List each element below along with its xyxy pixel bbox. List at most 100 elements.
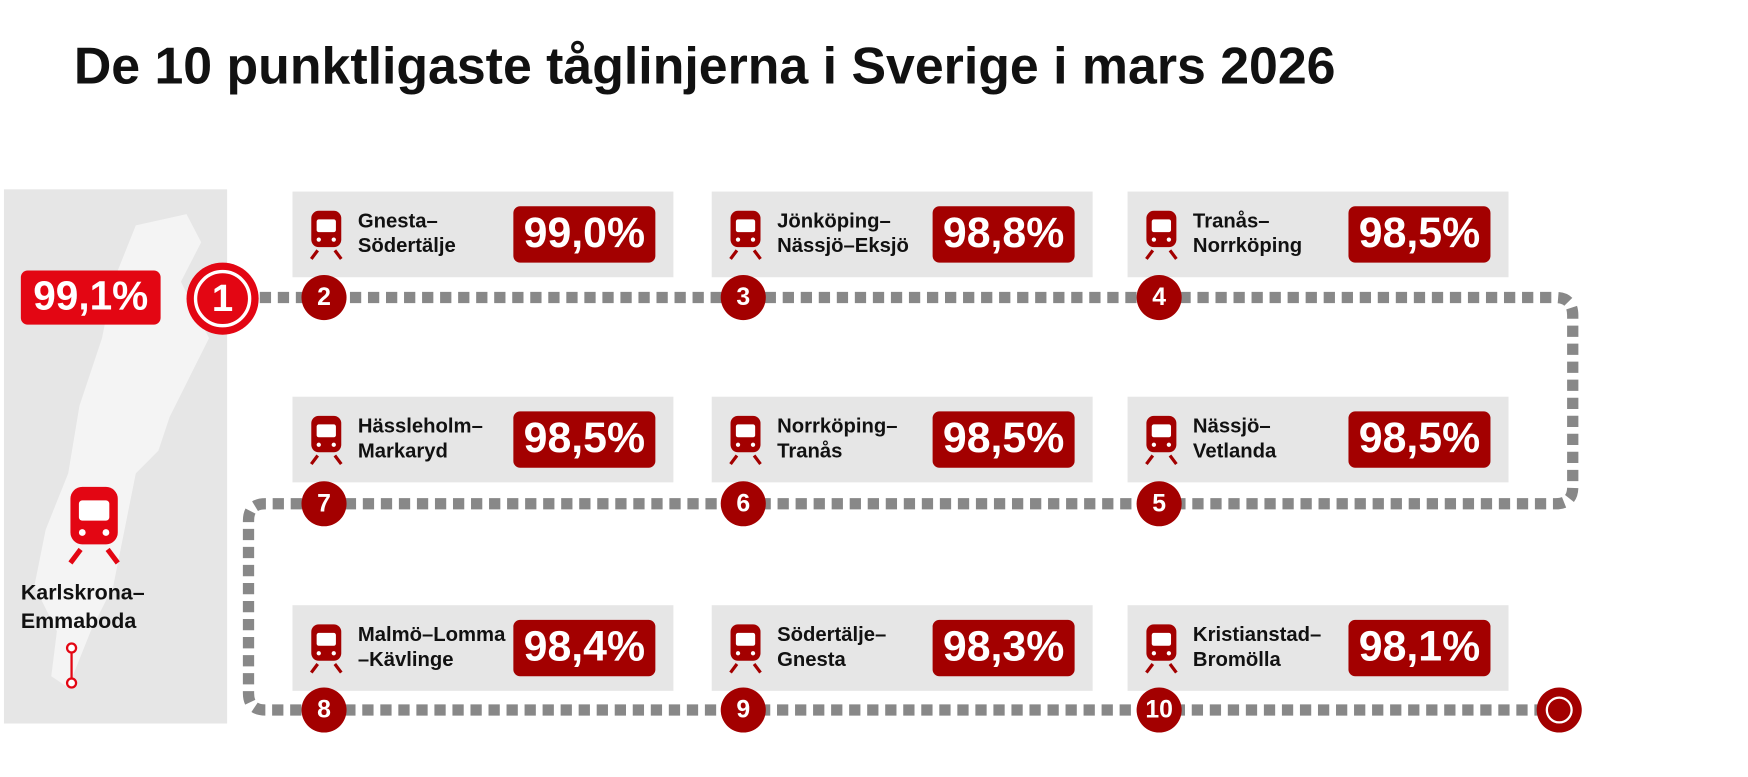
train-icon — [729, 624, 762, 674]
route: Markaryd — [358, 440, 448, 462]
station — [720, 687, 766, 733]
train-window — [316, 424, 336, 438]
route: Karlskrona– — [21, 581, 145, 605]
train-light — [102, 529, 110, 536]
rank: 9 — [736, 697, 750, 724]
station-ring — [193, 269, 252, 328]
value: 98,1% — [1359, 622, 1480, 670]
station — [720, 481, 766, 527]
train-light — [750, 442, 756, 447]
title: De 10 punktligaste tåglinjerna i Sverige… — [74, 37, 1336, 95]
value: 98,3% — [943, 622, 1064, 670]
train-rails — [68, 547, 120, 565]
train-icon — [310, 624, 343, 674]
train-light — [316, 442, 321, 447]
route: Gnesta — [777, 649, 846, 671]
route: Nässjö–Eksjö — [777, 235, 909, 257]
route: Malmö–Lomma — [358, 624, 506, 646]
train-light — [735, 237, 741, 242]
train-window — [1151, 424, 1172, 438]
train-rails — [1145, 663, 1178, 674]
value: 98,5% — [943, 414, 1064, 462]
train-rails — [729, 249, 762, 260]
value-badge — [513, 619, 656, 677]
train-light — [1151, 651, 1157, 656]
value-badge — [1348, 206, 1491, 263]
train-window — [316, 632, 336, 646]
rank: 6 — [736, 490, 750, 517]
train-light — [735, 651, 741, 656]
train-window — [316, 219, 336, 233]
station — [301, 481, 347, 527]
value-badge — [513, 206, 656, 263]
train-light — [316, 651, 321, 656]
train-light — [316, 237, 321, 242]
end-station — [1536, 687, 1582, 733]
route: Nässjö– — [1193, 415, 1271, 437]
rank: 2 — [317, 284, 331, 311]
rank: 7 — [317, 490, 331, 517]
station — [1136, 687, 1182, 733]
value: 99,0% — [524, 209, 645, 257]
route: Kristianstad– — [1193, 624, 1321, 646]
station — [1136, 274, 1182, 321]
track — [242, 291, 1579, 716]
value-badge — [932, 411, 1075, 468]
train-rails — [729, 454, 762, 466]
train-light — [750, 237, 756, 242]
route: Tranås — [777, 439, 842, 462]
route: Södertälje — [358, 235, 456, 257]
train-icon — [310, 415, 343, 466]
train-light — [1151, 442, 1157, 447]
train-window — [78, 500, 110, 521]
train-rails — [1145, 249, 1178, 260]
station — [301, 687, 347, 733]
value-badge — [513, 411, 656, 468]
station — [1136, 481, 1182, 527]
route: Emmaboda — [21, 609, 137, 633]
route: Gnesta– — [358, 210, 438, 232]
value: 98,5% — [524, 414, 645, 462]
rank: 4 — [1152, 284, 1166, 311]
route-icon-end — [65, 677, 78, 689]
route-icon-start — [65, 642, 78, 654]
value-badge — [1348, 619, 1491, 677]
train-light — [1166, 237, 1172, 242]
train-icon — [68, 486, 120, 565]
train-icon — [1145, 624, 1178, 674]
train-light — [78, 529, 86, 536]
value: 98,5% — [1359, 414, 1480, 462]
rank: 1 — [212, 277, 233, 320]
rank: 8 — [317, 697, 331, 724]
train-light — [1166, 442, 1172, 447]
route: Tranås– — [1193, 209, 1270, 232]
train-window — [735, 424, 756, 438]
station — [301, 274, 347, 321]
train-icon — [729, 210, 762, 260]
value: 98,5% — [1359, 209, 1480, 257]
train-window — [1151, 219, 1172, 233]
value-badge — [20, 270, 161, 325]
rank: 3 — [736, 284, 750, 311]
route: Hässleholm– — [358, 415, 483, 437]
sweden-map — [34, 214, 210, 688]
train-icon — [1145, 210, 1178, 260]
train-icon — [310, 210, 343, 260]
train-light — [331, 651, 336, 656]
station — [720, 274, 766, 321]
value-badge — [932, 619, 1075, 677]
train-light — [750, 651, 756, 656]
route: Jönköping– — [777, 210, 891, 232]
train-light — [331, 237, 336, 242]
train-rails — [310, 663, 343, 674]
train-rails — [1145, 454, 1178, 466]
end-station-ring — [1545, 696, 1573, 724]
value: 99,1% — [33, 272, 148, 318]
train-light — [1151, 237, 1157, 242]
train-rails — [310, 249, 343, 260]
train-window — [1151, 632, 1172, 646]
value-badge — [932, 206, 1075, 263]
route: Södertälje– — [777, 624, 886, 646]
